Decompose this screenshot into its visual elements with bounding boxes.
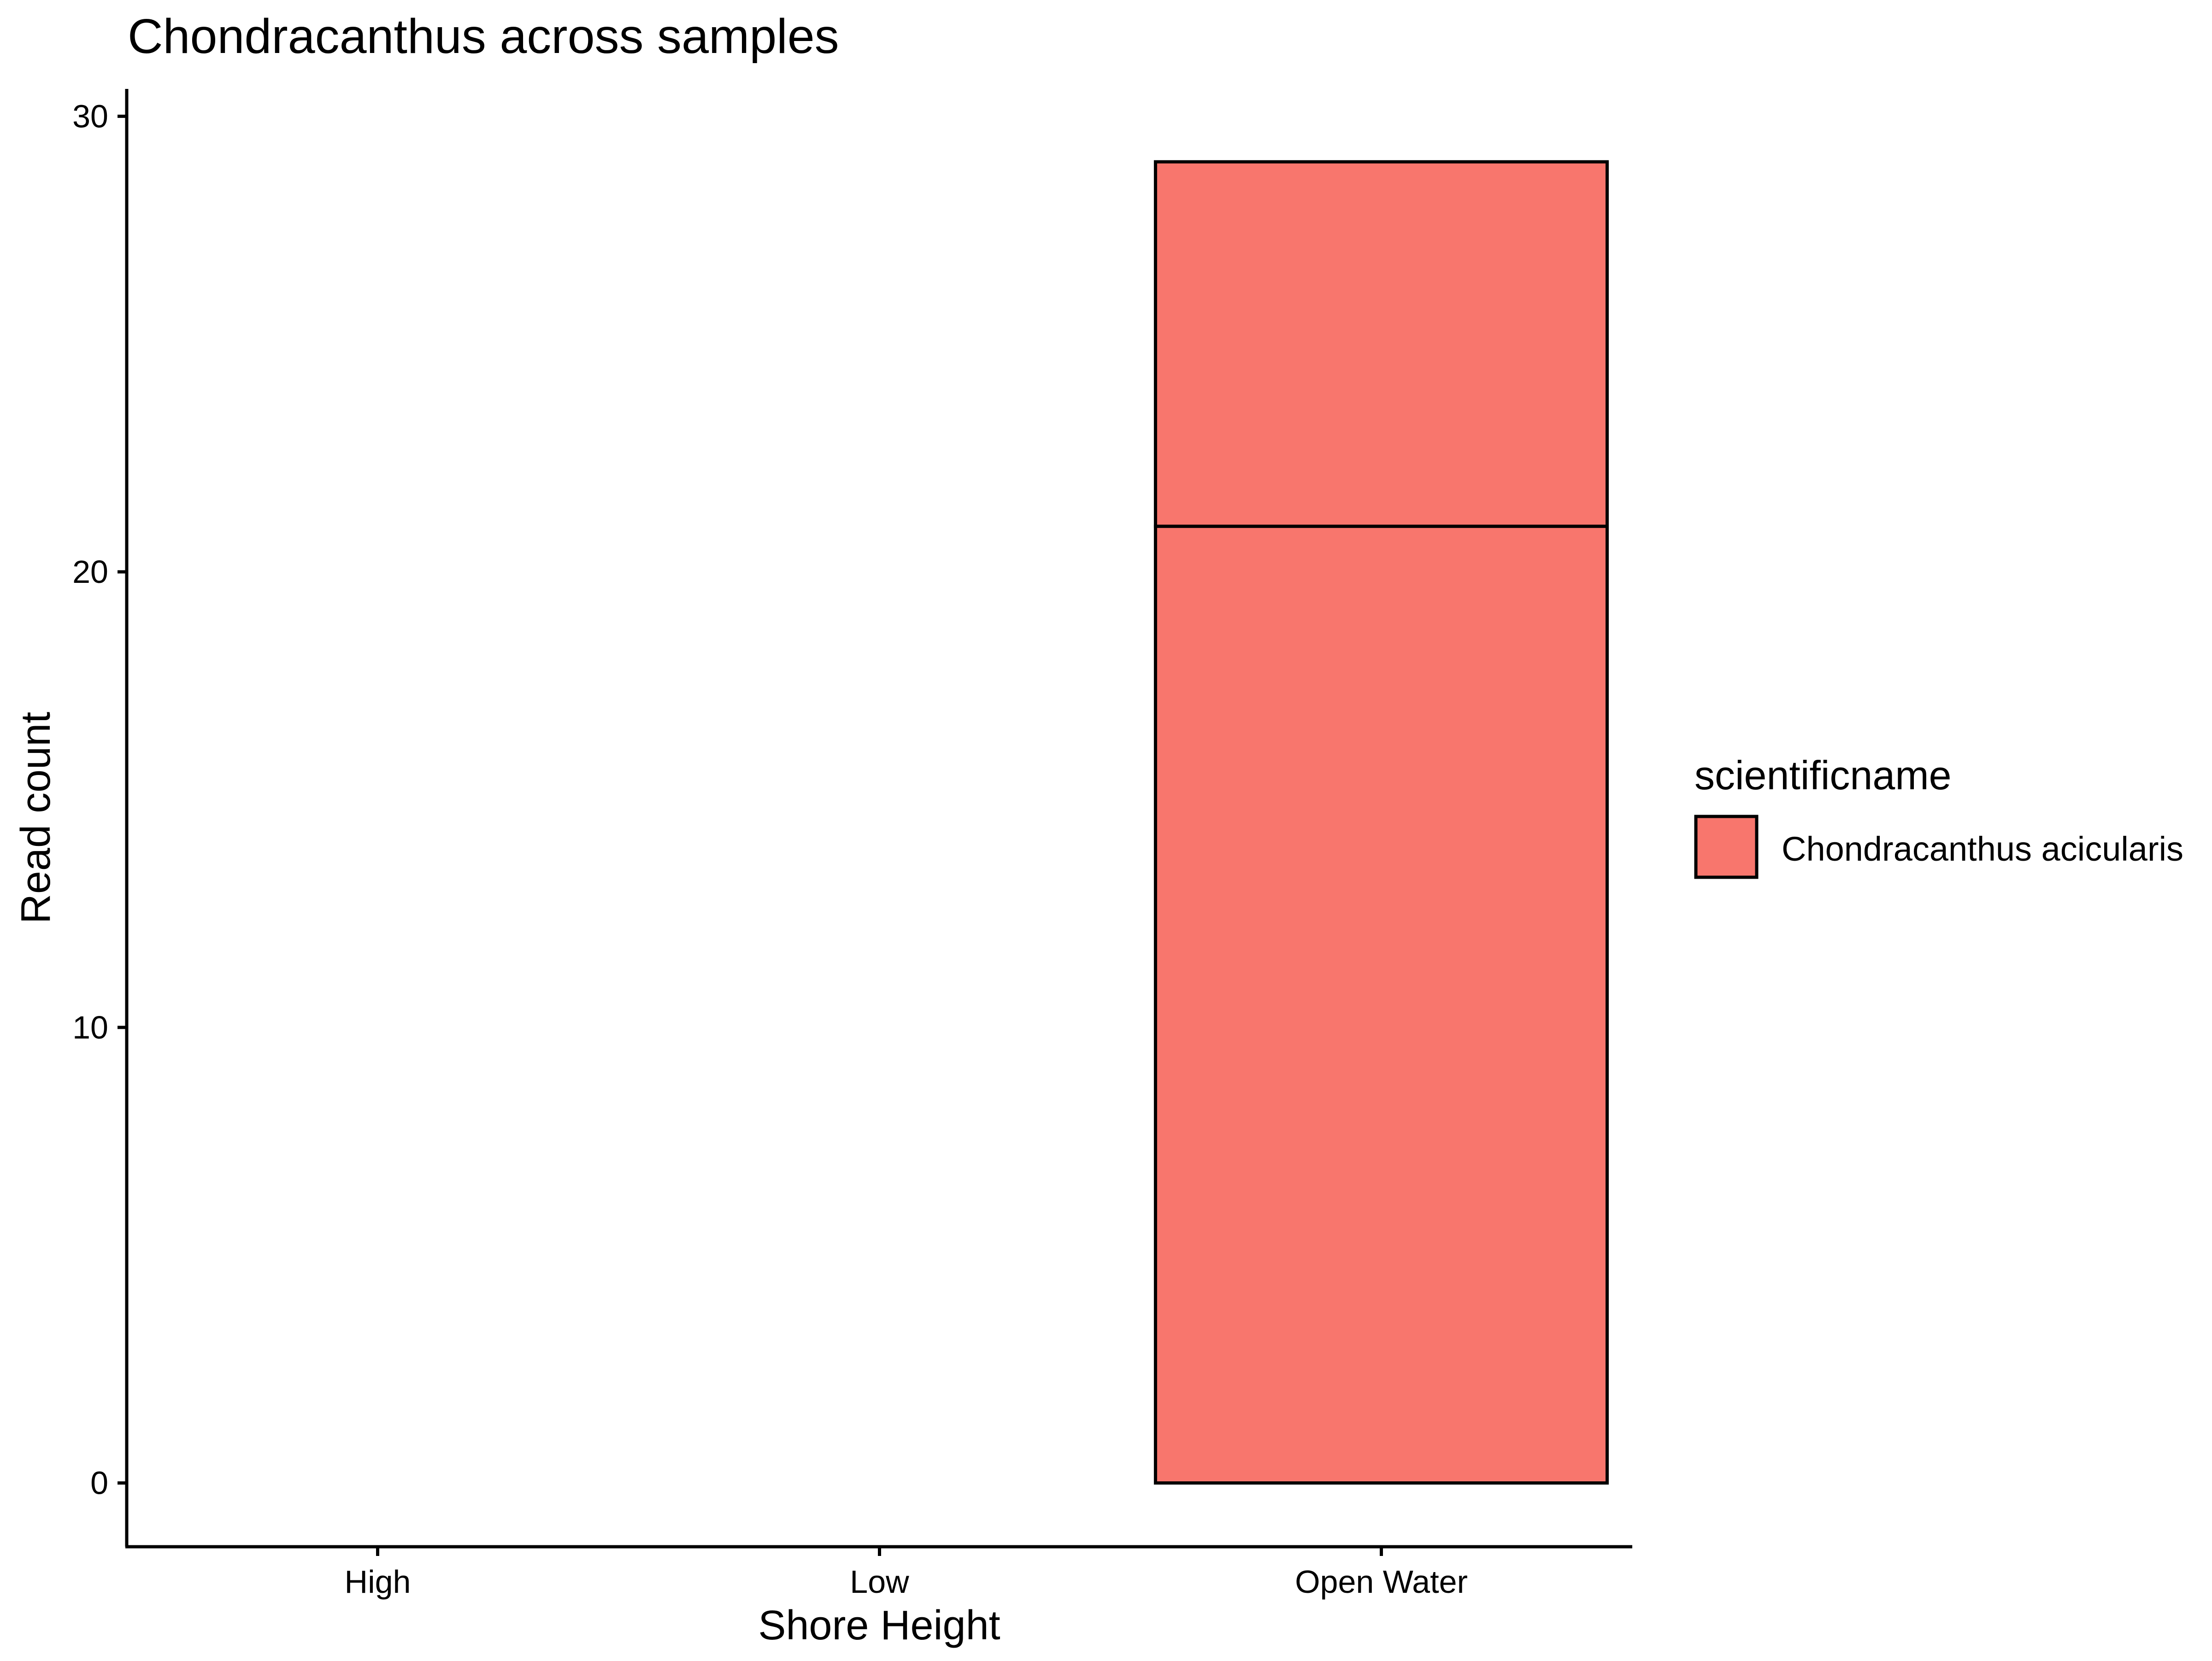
y-tick-label-20: 20 <box>72 554 108 590</box>
legend-key <box>1694 815 1759 879</box>
bar-segment-open-water-3 <box>1153 160 1609 528</box>
x-tick-label-low: Low <box>850 1564 909 1600</box>
y-tick-label-0: 0 <box>90 1465 108 1501</box>
legend: scientificname Chondracanthus acicularis <box>1694 752 2183 879</box>
x-tick-label-high: High <box>345 1564 411 1600</box>
bar-segment-open-water-2 <box>1153 524 1609 1485</box>
y-tick-label-30: 30 <box>72 98 108 134</box>
y-tick-label-10: 10 <box>72 1010 108 1045</box>
y-axis-ticks: 0 10 20 30 <box>72 98 127 1501</box>
plot-marks <box>1153 160 1609 1485</box>
y-axis-title: Read count <box>13 712 59 924</box>
legend-label: Chondracanthus acicularis <box>1782 830 2183 868</box>
x-tick-label-open-water: Open Water <box>1295 1564 1468 1600</box>
chart-title: Chondracanthus across samples <box>128 9 839 64</box>
legend-title: scientificname <box>1694 752 1952 798</box>
x-axis-ticks: High Low Open Water <box>345 1547 1468 1600</box>
x-axis-title: Shore Height <box>758 1602 1000 1649</box>
